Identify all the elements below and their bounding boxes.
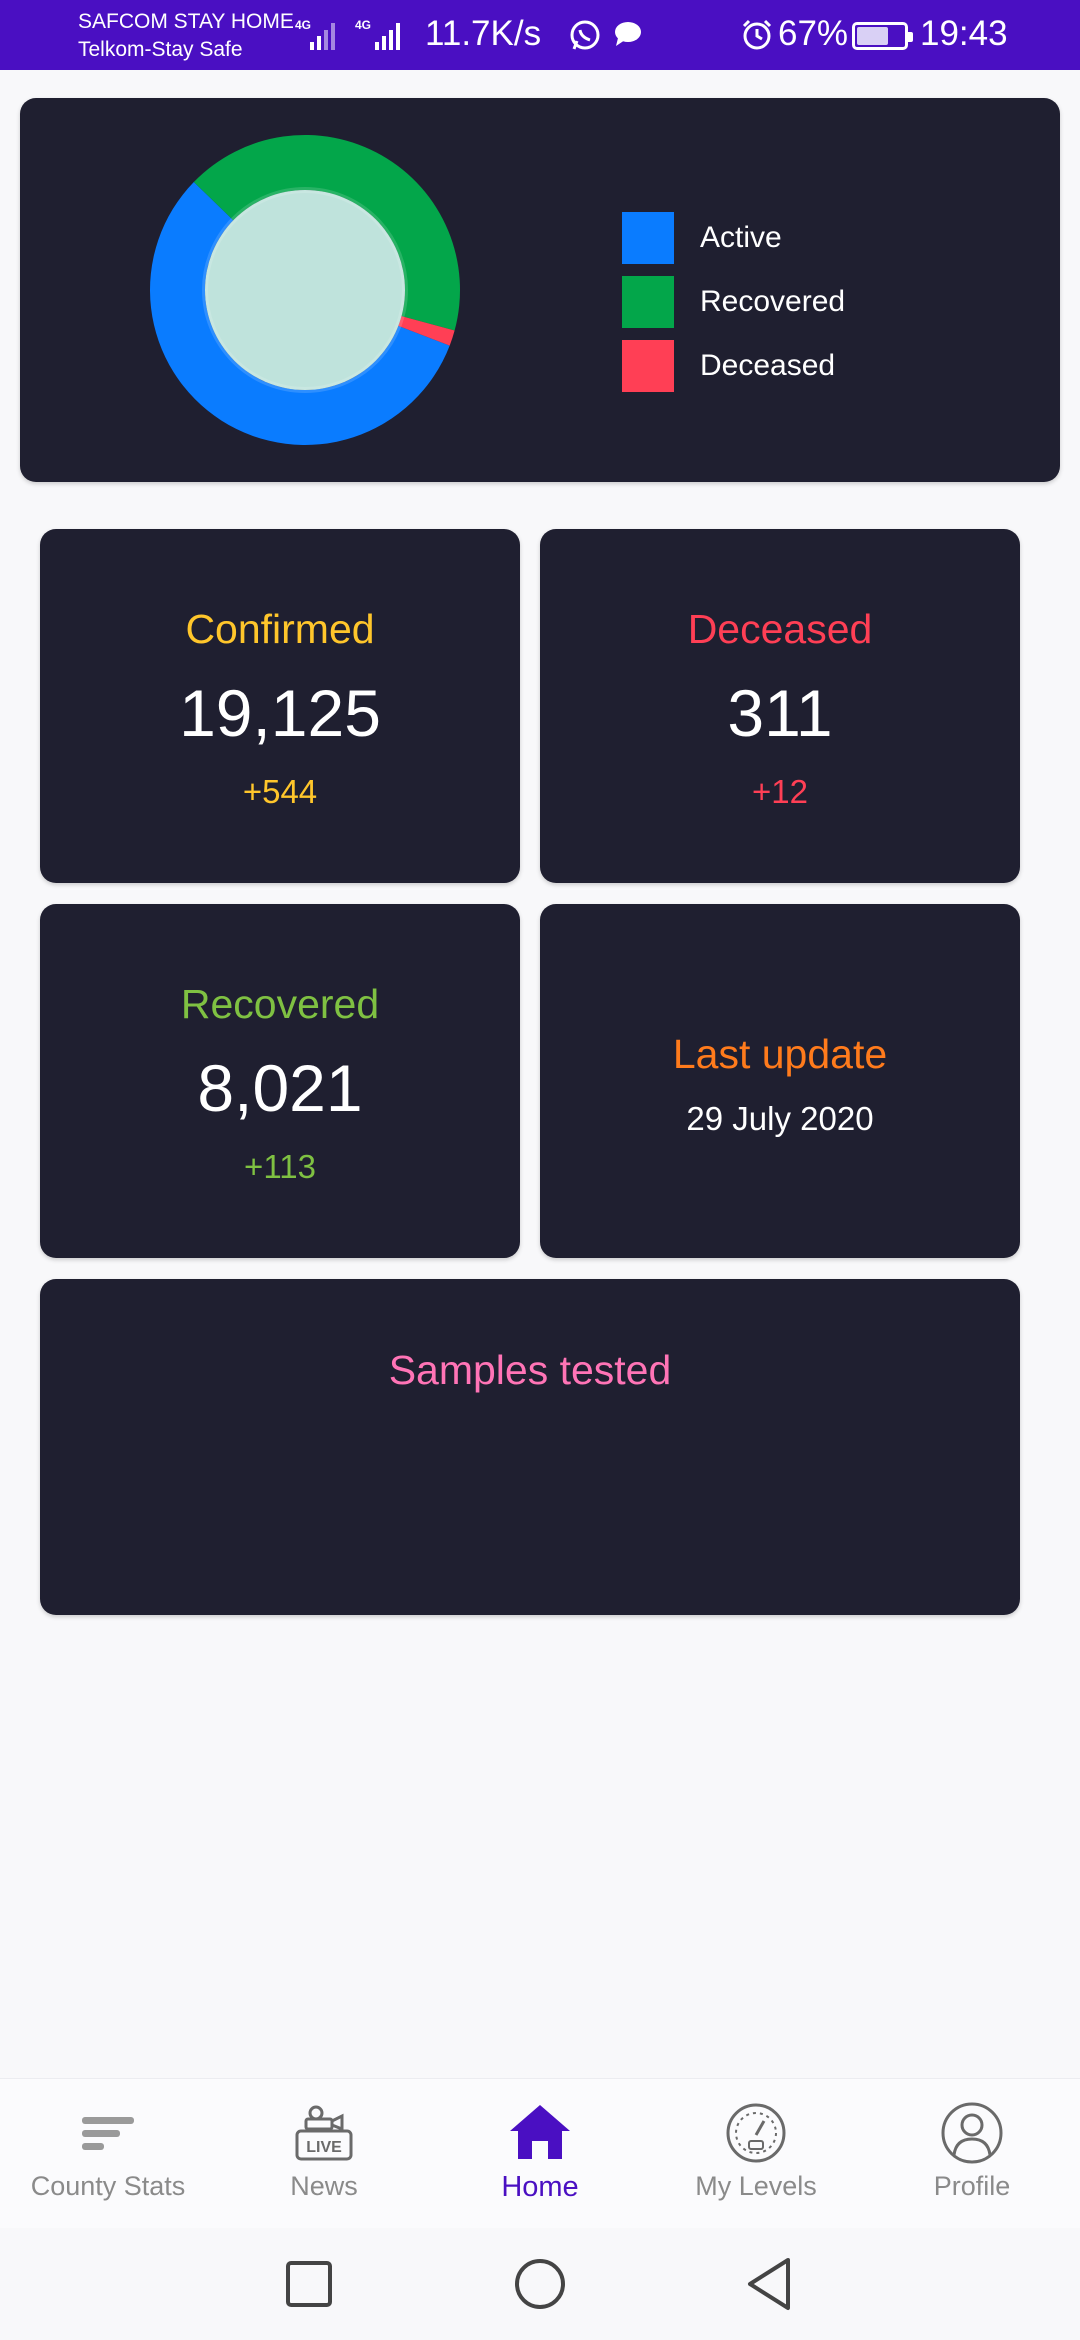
nav-label: County Stats bbox=[30, 2171, 186, 2201]
last-update-title: Last update bbox=[672, 1031, 888, 1077]
signal-1-icon bbox=[310, 20, 335, 50]
net-speed: 11.7K/s bbox=[425, 14, 542, 53]
nav-profile[interactable]: Profile bbox=[864, 2079, 1080, 2229]
legend-label: Recovered bbox=[700, 285, 846, 318]
legend-swatch bbox=[622, 212, 674, 264]
nav-news[interactable]: LIVE News bbox=[216, 2079, 432, 2229]
status-bar: SAFCOM STAY HOME Telkom-Stay Safe 4G 4G … bbox=[0, 0, 1080, 70]
confirmed-title: Confirmed bbox=[185, 606, 375, 652]
legend-item-deceased: Deceased bbox=[622, 334, 845, 398]
whatsapp-icon bbox=[570, 20, 600, 50]
live-camera-icon: LIVE bbox=[295, 2105, 353, 2161]
recovered-delta: +113 bbox=[244, 1148, 316, 1185]
svg-text:LIVE: LIVE bbox=[306, 2139, 342, 2156]
network-type-2: 4G bbox=[355, 18, 372, 32]
donut-slice-active bbox=[150, 181, 450, 446]
nav-label: Home bbox=[501, 2171, 579, 2203]
samples-tested-card: Samples tested bbox=[40, 1279, 1020, 1615]
home-circle-icon[interactable] bbox=[512, 2254, 568, 2314]
recovered-card: Recovered 8,021 +113 bbox=[40, 904, 520, 1258]
deceased-title: Deceased bbox=[687, 606, 873, 652]
chart-legend: Active Recovered Deceased bbox=[622, 206, 845, 398]
signal-2-icon bbox=[375, 20, 400, 50]
samples-tested-title: Samples tested bbox=[388, 1347, 672, 1393]
legend-item-recovered: Recovered bbox=[622, 270, 845, 334]
last-update-card: Last update 29 July 2020 bbox=[540, 904, 1020, 1258]
recovered-value: 8,021 bbox=[197, 1051, 363, 1125]
carrier-names: SAFCOM STAY HOME Telkom-Stay Safe bbox=[78, 8, 294, 64]
gauge-icon bbox=[726, 2103, 786, 2163]
deceased-value: 311 bbox=[727, 676, 833, 750]
legend-swatch bbox=[622, 276, 674, 328]
alarm-icon bbox=[742, 19, 772, 50]
recovered-title: Recovered bbox=[180, 981, 380, 1027]
legend-label: Active bbox=[700, 221, 782, 254]
home-icon bbox=[510, 2105, 570, 2159]
deceased-card: Deceased 311 +12 bbox=[540, 529, 1020, 883]
recents-square-icon[interactable] bbox=[284, 2254, 334, 2314]
nav-label: Profile bbox=[933, 2171, 1011, 2201]
carrier-1: SAFCOM STAY HOME bbox=[78, 10, 294, 33]
nav-my-levels[interactable]: My Levels bbox=[648, 2079, 864, 2229]
bottom-navigation: County Stats LIVE News Home My Levels bbox=[0, 2078, 1080, 2228]
sort-lines-icon bbox=[82, 2117, 134, 2150]
profile-icon bbox=[941, 2102, 1003, 2164]
nav-label: My Levels bbox=[695, 2171, 817, 2201]
legend-item-active: Active bbox=[622, 206, 845, 270]
donut-slice-recovered bbox=[193, 134, 460, 331]
confirmed-delta: +544 bbox=[242, 773, 318, 810]
legend-label: Deceased bbox=[700, 349, 836, 382]
distribution-chart-card: Active Recovered Deceased bbox=[20, 98, 1060, 482]
donut-chart bbox=[150, 134, 460, 446]
nav-home[interactable]: Home bbox=[432, 2079, 648, 2229]
carrier-2: Telkom-Stay Safe bbox=[78, 38, 243, 61]
message-icon bbox=[615, 22, 641, 46]
network-type-1: 4G bbox=[295, 18, 312, 32]
legend-swatch bbox=[622, 340, 674, 392]
battery-percent: 67% bbox=[778, 14, 849, 53]
battery-icon bbox=[852, 22, 913, 50]
donut-slice-deceased bbox=[398, 316, 455, 346]
system-navigation-bar bbox=[0, 2228, 1080, 2340]
deceased-delta: +12 bbox=[752, 773, 808, 810]
confirmed-card: Confirmed 19,125 +544 bbox=[40, 529, 520, 883]
battery-fill bbox=[857, 27, 888, 45]
back-triangle-icon[interactable] bbox=[744, 2254, 794, 2314]
nav-county-stats[interactable]: County Stats bbox=[0, 2079, 216, 2229]
nav-label: News bbox=[290, 2171, 358, 2201]
last-update-date: 29 July 2020 bbox=[686, 1100, 874, 1137]
confirmed-value: 19,125 bbox=[179, 676, 381, 750]
clock: 19:43 bbox=[920, 14, 1008, 53]
donut-hole bbox=[202, 187, 408, 393]
